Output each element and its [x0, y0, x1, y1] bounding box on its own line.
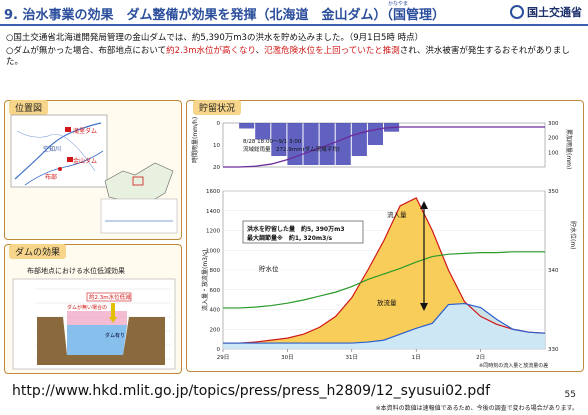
flow-right-axis-label: 貯水位(m)	[569, 221, 577, 250]
rain-bar	[319, 123, 335, 165]
no-dam-label: ダムが無い場合の	[67, 304, 107, 311]
page-number: 55	[564, 390, 576, 400]
nunobe-point-marker	[58, 167, 62, 171]
level-reduction-label: 約2.3m水位低減	[89, 293, 131, 301]
rain-left-tick-label: 0	[217, 121, 221, 127]
rain-bar	[335, 123, 351, 165]
x-tick-label: 29日	[217, 354, 230, 361]
dam-effect-panel: ダムの効果 布部地点における水位低減効果 約2.3m水位低減 ダムが無い場合の …	[4, 244, 182, 374]
reservoir-level-label: 貯水位	[259, 264, 279, 273]
sorachi-river-label: 空知川	[43, 145, 61, 153]
bullet-2: ○ダムが無かった場合、布部地点において約2.3m水位が高くなり、氾濫危険水位を上…	[6, 46, 586, 68]
flow-left-tick-label: 600	[210, 288, 221, 294]
series-cumulative-rain	[223, 126, 545, 168]
x-tick-label: 1日	[412, 354, 421, 361]
page-title: 9. 治水事業の効果 ダム整備が効果を発揮（北海道 金山ダム）（国管理）	[4, 8, 446, 23]
rain-right-tick-label: 200	[548, 136, 559, 142]
flow-left-tick-label: 1200	[206, 229, 220, 235]
bullet-2-suffix: され、洪水被害が発生するおそれがありました。	[6, 46, 570, 67]
mlit-mark-icon	[510, 5, 524, 19]
storage-chart: 8/28 18:00～9/1 3:00 流域総雨量 272.9mm(ダム流域平均…	[191, 117, 577, 369]
hokkaido-outline	[104, 162, 174, 206]
rain-bar	[351, 123, 367, 156]
storage-annotation-box	[242, 220, 364, 244]
chart-heading: 貯留状況	[193, 100, 242, 115]
rain-bar	[239, 123, 255, 129]
dam-effect-subtitle: 布部地点における水位低減効果	[27, 267, 125, 275]
x-tick-label: 30日	[281, 354, 294, 361]
location-map-panel: 位置図 滝里ダム 空知川 金山ダム 布部	[4, 100, 182, 240]
water-with-dam	[67, 325, 127, 355]
location-map: 滝里ダム 空知川 金山ダム 布部	[10, 114, 178, 234]
outflow-area	[223, 303, 545, 349]
flow-right-tick-label: 330	[548, 347, 559, 353]
flow-left-tick-label: 1600	[206, 189, 220, 195]
bullet-2-red2: 氾濫危険水位を上回っていたと推測	[264, 46, 400, 56]
dam-effect-heading: ダムの効果	[9, 244, 67, 259]
inflow-label: 流入量	[387, 210, 407, 219]
nunobe-label: 布部	[45, 173, 57, 181]
footnote: ※本資料の数値は速報値であるため、今後の調査で変わる場合があります。	[375, 405, 578, 412]
flow-left-axis-label: 流入量・放流量(m3/s)	[201, 250, 209, 312]
water-level-diagram: 約2.3m水位低減 ダムが無い場合の ダム有り	[12, 278, 176, 370]
rain-bar	[255, 123, 271, 140]
flow-left-tick-label: 200	[210, 327, 221, 333]
title-ruby: かなやま	[388, 1, 409, 7]
x-tick-label: 2日	[476, 354, 485, 361]
title-underline	[0, 24, 588, 26]
rain-bar	[303, 123, 319, 165]
mlit-logo: 国土交通省	[510, 4, 582, 20]
rain-right-tick-label: 100	[548, 150, 559, 156]
flow-right-tick-label: 340	[548, 268, 559, 274]
bullet-2-mid: 、	[255, 46, 265, 56]
rain-right-tick-label: 300	[548, 121, 559, 127]
stored-volume-label: 洪水を貯留した量 約5, 390万m3	[247, 225, 345, 233]
rain-left-tick-label: 20	[213, 165, 220, 171]
chart-note: ※同時刻の流入量と放流量の差	[479, 362, 548, 369]
with-dam-label: ダム有り	[105, 332, 125, 339]
riverbed-ground	[37, 317, 165, 365]
rain-bar	[271, 123, 287, 156]
kanayama-dam-marker	[67, 157, 73, 162]
logo-text: 国土交通省	[527, 6, 582, 19]
series-inflow	[223, 197, 546, 344]
map-heading: 位置図	[9, 100, 49, 115]
rain-right-axis-label: 累加雨量(mm)	[565, 129, 573, 169]
bullet-2-prefix: ○ダムが無かった場合、布部地点において	[6, 46, 167, 56]
bullet-2-red1: 約2.3m水位が高くなり	[166, 46, 256, 56]
stored-volume-area	[223, 197, 545, 344]
rain-left-tick-label: 10	[213, 143, 220, 149]
rain-total-label: 流域総雨量 272.9mm(ダム流域平均)	[243, 145, 340, 153]
rain-bar	[367, 123, 383, 145]
flow-left-tick-label: 1400	[206, 209, 220, 215]
series-reservoir-level	[223, 251, 545, 309]
bullet-1: ○国土交通省北海道開発局管理の金山ダムでは、約5,390万m3の洪水を貯め込みま…	[6, 33, 424, 43]
flow-right-tick-label: 350	[548, 189, 559, 195]
series-outflow	[223, 302, 546, 344]
flow-left-tick-label: 400	[210, 308, 221, 314]
takisato-dam-marker	[65, 127, 71, 132]
max-regulation-label: 最大調節量※ 約1, 320m3/s	[247, 234, 333, 242]
flow-left-tick-label: 800	[210, 268, 221, 274]
river-line	[14, 122, 102, 180]
storage-chart-panel: 貯留状況 8/28 18:00～9/1 3:00 流域総雨量 272.9mm(ダ…	[186, 100, 584, 372]
outflow-label: 放流量	[377, 298, 397, 307]
x-tick-label: 31日	[346, 354, 359, 361]
rain-bar	[287, 123, 303, 165]
water-without-dam	[67, 311, 127, 325]
flow-left-tick-label: 0	[217, 347, 221, 353]
rain-period-label: 8/28 18:00～9/1 3:00	[243, 139, 302, 145]
flow-left-tick-label: 1000	[206, 248, 220, 254]
kanayama-dam-label: 金山ダム	[73, 157, 97, 165]
rain-left-axis-label: 時間雨量(mm/h)	[191, 117, 199, 163]
source-url[interactable]: http://www.hkd.mlit.go.jp/topics/press/p…	[12, 383, 491, 399]
takisato-dam-label: 滝里ダム	[73, 127, 97, 135]
